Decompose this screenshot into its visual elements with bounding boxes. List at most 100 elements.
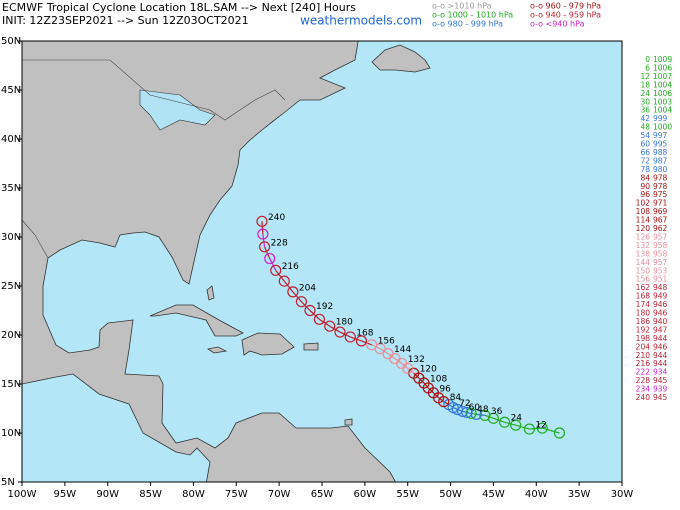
list-pressure: 958 [653,241,668,250]
list-pressure: 939 [653,385,668,394]
track-segment [275,269,285,282]
land-layer [22,41,431,482]
list-hour: 240 [636,393,651,402]
y-tick-label: 35N [1,183,21,194]
site-name: weathermodels.com [300,14,422,28]
x-tick-label: 95W [54,489,77,500]
hour-label: 48 [477,405,489,415]
list-pressure: 944 [653,351,668,360]
track-point [256,215,268,227]
list-hour: 186 [636,317,651,326]
list-pressure: 934 [653,368,668,377]
track-point [465,407,477,419]
track-segment [283,280,294,293]
legend-entry: o-o 980 - 999 hPa [432,20,503,29]
list-hour: 42 [640,114,650,123]
list-pressure: 947 [653,325,668,334]
list-hour: 150 [636,266,651,275]
track-segment [452,406,458,411]
track-point [355,335,368,347]
list-hour: 168 [636,292,651,301]
y-tick-label: 25N [1,281,21,292]
list-hour: 198 [636,334,651,343]
y-tick-label: 40N [1,134,21,145]
track-segment [350,336,362,342]
list-hour: 90 [640,182,650,191]
hour-label: 108 [430,375,447,385]
hispaniola [241,332,295,356]
hour-label: 24 [511,414,523,424]
x-tick-label: 35W [568,489,591,500]
track-point [278,275,290,287]
track-point [498,416,511,428]
continent [22,41,397,482]
list-hour: 192 [636,325,651,334]
legend-entry: o-o >1010 hPa [432,2,492,11]
list-pressure: 980 [653,165,668,174]
hour-label: 180 [336,318,353,328]
list-hour: 144 [636,258,651,267]
list-hour: 162 [636,283,651,292]
y-tick-label: 30N [1,232,21,243]
list-pressure: 957 [653,232,668,241]
hour-label: 120 [420,365,437,375]
x-tick-label: 50W [439,489,462,500]
hour-label: 72 [459,399,470,409]
track-segment [407,367,415,374]
list-hour: 216 [636,359,651,368]
list-hour: 78 [640,165,650,174]
hour-label: 240 [268,213,285,223]
list-pressure: 978 [653,182,668,191]
list-pressure: 997 [653,131,668,140]
list-pressure: 1003 [653,97,672,106]
newfoundland [371,44,431,73]
list-pressure: 948 [653,283,668,292]
list-hour: 228 [636,376,651,385]
track-segment [413,372,420,379]
hour-label: 132 [408,355,425,365]
list-hour: 96 [640,190,650,199]
x-tick-label: 90W [96,489,119,500]
track-point [366,339,378,351]
y-tick-label: 5N [1,477,15,488]
hour-label: 156 [378,336,395,346]
list-hour: 72 [640,156,650,165]
list-hour: 24 [640,89,650,98]
list-pressure: 1009 [653,55,672,64]
list-hour: 30 [640,97,650,106]
track-segment [309,310,320,320]
list-hour: 108 [636,207,651,216]
list-pressure: 962 [653,224,668,233]
track-segment [418,377,425,384]
list-pressure: 1004 [653,106,672,115]
track-point [324,320,336,332]
x-tick-label: 75W [225,489,248,500]
jamaica [206,346,228,354]
list-hour: 132 [636,241,651,250]
list-pressure: 978 [653,173,668,182]
us-mexico-border [22,219,49,259]
list-pressure: 958 [653,249,668,258]
hour-label: 60 [469,403,481,413]
list-hour: 18 [640,80,650,89]
list-hour: 156 [636,275,651,284]
track-point [536,422,548,434]
track-segment [319,318,331,327]
list-pressure: 988 [653,148,668,157]
list-hour: 54 [640,131,650,140]
x-tick-label: 80W [182,489,205,500]
list-pressure: 1006 [653,89,672,98]
track-segment [262,233,266,247]
x-tick-label: 85W [139,489,162,500]
list-hour: 102 [636,199,651,208]
hour-label: 84 [450,393,462,403]
hour-label: 228 [271,238,288,248]
track-segment [515,424,530,430]
hour-label: 168 [356,328,373,338]
list-pressure: 1000 [653,123,672,132]
list-hour: 60 [640,140,650,149]
track-segment [476,413,485,416]
great-lakes [139,89,216,131]
track-segment [433,392,439,399]
